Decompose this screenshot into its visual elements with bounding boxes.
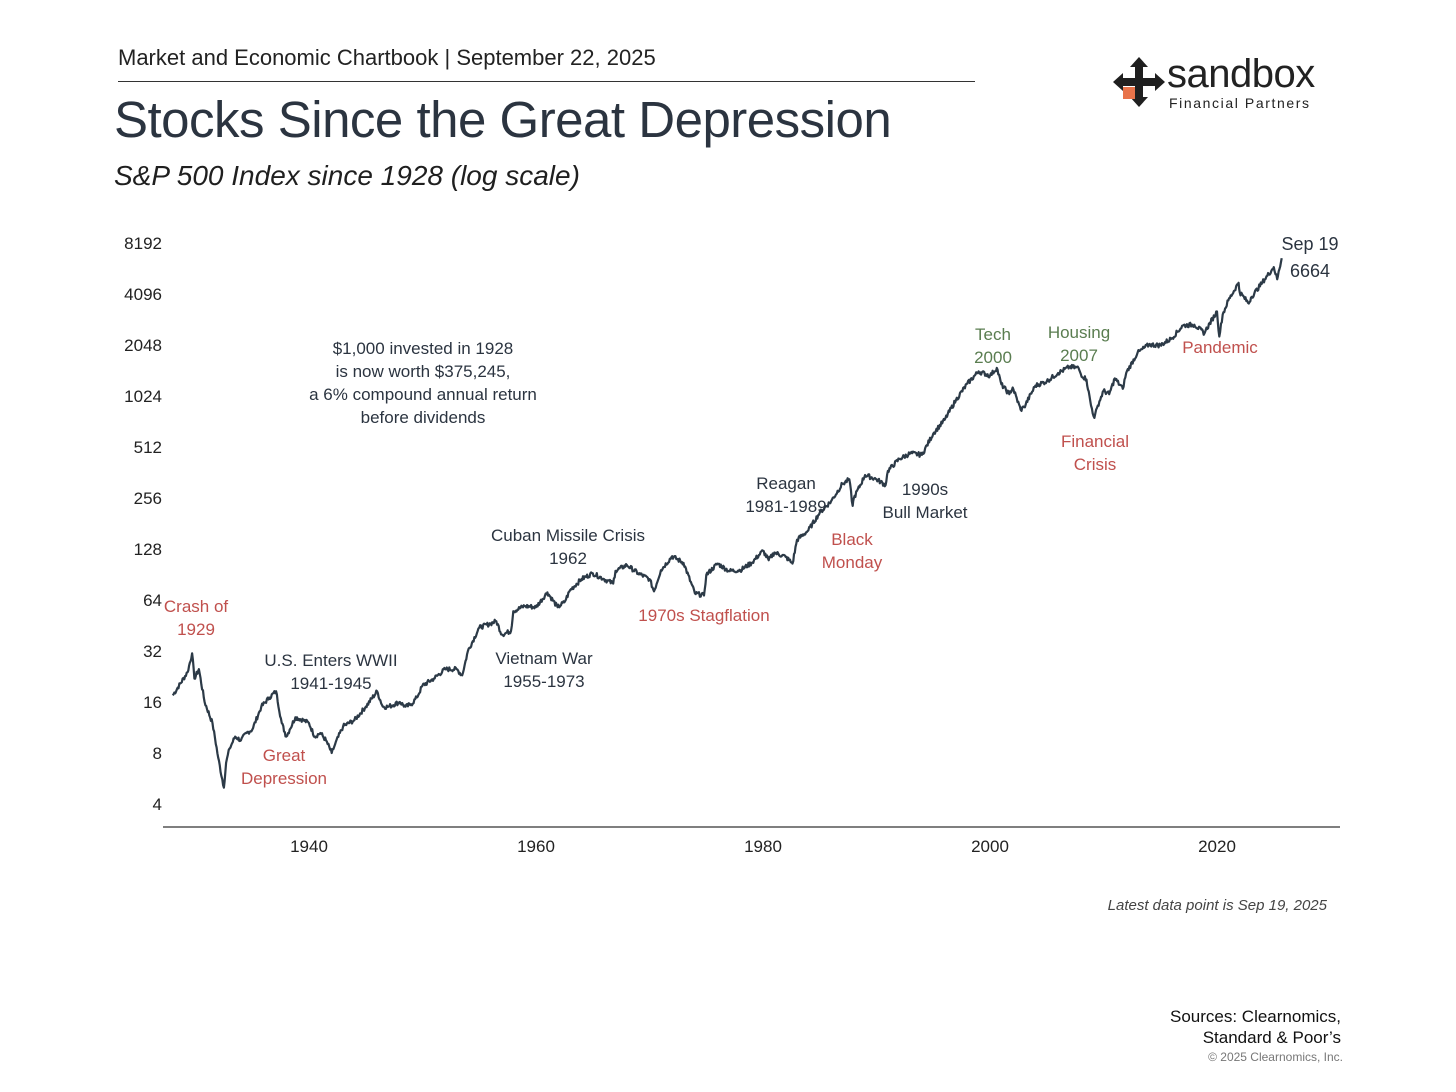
annotation-black-monday: Black xyxy=(831,530,873,549)
annotation-great-depression: Depression xyxy=(241,769,327,788)
x-tick-label: 2020 xyxy=(1198,837,1236,856)
annotation-latest-label: 6664 xyxy=(1290,261,1330,281)
y-axis: 4 8 16 32 64 128 256 512 1024 2048 4096 8192 xyxy=(124,234,162,814)
y-tick-label: 1024 xyxy=(124,387,162,406)
annotation-vietnam: 1955-1973 xyxy=(503,672,584,691)
y-tick-label: 512 xyxy=(134,438,162,457)
annotation-invested-note: a 6% compound annual return xyxy=(309,385,537,404)
annotation-cuban-missile: 1962 xyxy=(549,549,587,568)
x-tick-label: 1960 xyxy=(517,837,555,856)
annotation-invested-note: is now worth $375,245, xyxy=(336,362,511,381)
logo-tagline: Financial Partners xyxy=(1169,95,1311,111)
annotation-invested-note: $1,000 invested in 1928 xyxy=(333,339,514,358)
y-tick-label: 128 xyxy=(134,540,162,559)
y-tick-label: 64 xyxy=(143,591,162,610)
annotation-latest-label: Sep 19 xyxy=(1281,234,1338,254)
x-tick-label: 1980 xyxy=(744,837,782,856)
annotation-stagflation: 1970s Stagflation xyxy=(638,606,769,625)
four-way-arrows-icon xyxy=(1113,57,1165,107)
y-tick-label: 16 xyxy=(143,693,162,712)
annotation-wwii: 1941-1945 xyxy=(290,674,371,693)
sources-line-2: Standard & Poor’s xyxy=(1202,1028,1341,1047)
annotation-vietnam: Vietnam War xyxy=(495,649,593,668)
annotation-bull-market-1990s: Bull Market xyxy=(882,503,967,522)
logo-wordmark: sandbox xyxy=(1167,52,1315,96)
sources-note: Sources: Clearnomics, Standard & Poor’s xyxy=(1100,1006,1341,1048)
y-tick-label: 8192 xyxy=(124,234,162,253)
chartbook-header: Market and Economic Chartbook | Septembe… xyxy=(118,45,656,70)
sources-line-1: Sources: Clearnomics, xyxy=(1169,1007,1341,1026)
y-tick-label: 4 xyxy=(153,795,162,814)
annotation-crash-1929: 1929 xyxy=(177,620,215,639)
latest-data-note: Latest data point is Sep 19, 2025 xyxy=(1107,897,1327,914)
x-tick-label: 2000 xyxy=(971,837,1009,856)
copyright: © 2025 Clearnomics, Inc. xyxy=(1208,1050,1343,1064)
annotation-great-depression: Great xyxy=(263,746,306,765)
annotation-housing-2007: 2007 xyxy=(1060,346,1098,365)
annotations: Crash of 1929 Great Depression U.S. Enters W… xyxy=(164,234,1339,788)
annotation-tech-2000: Tech xyxy=(975,325,1011,344)
annotation-invested-note: before dividends xyxy=(361,408,486,427)
y-tick-label: 4096 xyxy=(124,285,162,304)
y-tick-label: 2048 xyxy=(124,336,162,355)
annotation-bull-market-1990s: 1990s xyxy=(902,480,948,499)
page-title: Stocks Since the Great Depression xyxy=(114,91,892,148)
annotation-financial-crisis: Financial xyxy=(1061,432,1129,451)
annotation-black-monday: Monday xyxy=(822,553,883,572)
annotation-pandemic: Pandemic xyxy=(1182,338,1258,357)
annotation-reagan: 1981-1989 xyxy=(745,497,826,516)
annotation-cuban-missile: Cuban Missile Crisis xyxy=(491,526,645,545)
annotation-housing-2007: Housing xyxy=(1048,323,1110,342)
annotation-reagan: Reagan xyxy=(756,474,816,493)
annotation-wwii: U.S. Enters WWII xyxy=(264,651,397,670)
sp500-series-line xyxy=(171,257,1283,789)
y-tick-label: 256 xyxy=(134,489,162,508)
y-tick-label: 8 xyxy=(153,744,162,763)
x-tick-label: 1940 xyxy=(290,837,328,856)
annotation-financial-crisis: Crisis xyxy=(1074,455,1117,474)
annotation-tech-2000: 2000 xyxy=(974,348,1012,367)
header-divider xyxy=(118,81,975,82)
y-tick-label: 32 xyxy=(143,642,162,661)
annotation-crash-1929: Crash of xyxy=(164,597,229,616)
chart-subtitle: S&P 500 Index since 1928 (log scale) xyxy=(114,160,580,191)
x-axis: 1940 1960 1980 2000 2020 xyxy=(163,826,1340,856)
